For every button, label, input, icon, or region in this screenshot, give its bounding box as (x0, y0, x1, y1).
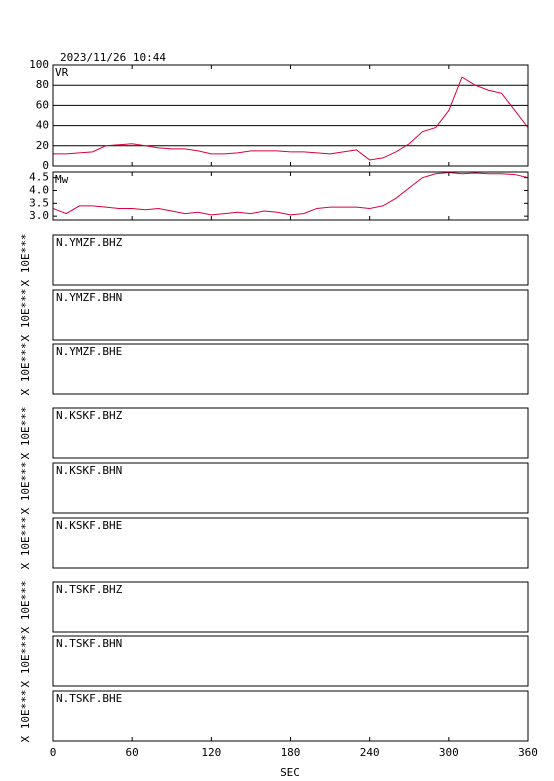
panel-label: N.TSKF.BHN (56, 637, 122, 650)
panel-label: VR (55, 66, 69, 79)
scale-label: X 10E*** (19, 343, 32, 396)
y-tick-label: 40 (36, 119, 49, 132)
y-tick-label: 0 (42, 159, 49, 172)
scale-label: X 10E*** (19, 462, 32, 515)
scale-label: X 10E*** (19, 407, 32, 460)
y-tick-label: 60 (36, 98, 49, 111)
y-tick-label: 3.5 (29, 196, 49, 209)
panel-frame (52, 635, 529, 687)
x-tick-label: 180 (281, 746, 301, 759)
y-tick-label: 4.5 (29, 171, 49, 184)
panel-frame (52, 462, 529, 514)
panel-frame (52, 234, 529, 286)
panel-label: N.KSKF.BHN (56, 464, 122, 477)
panel-label: N.YMZF.BHE (56, 345, 122, 358)
x-axis-title: SEC (280, 766, 300, 779)
panel-frame (52, 64, 529, 167)
scale-label: X 10E*** (19, 581, 32, 634)
y-tick-label: 3.0 (29, 209, 49, 222)
y-tick-label: 20 (36, 139, 49, 152)
y-tick-label: 100 (29, 58, 49, 71)
panel-frame (52, 289, 529, 341)
scale-label: X 10E*** (19, 234, 32, 287)
timestamp: 2023/11/26 10:44 (60, 51, 166, 64)
series-line (52, 172, 529, 216)
x-tick-label: 300 (439, 746, 459, 759)
y-tick-label: 80 (36, 78, 49, 91)
panel-frame (52, 517, 529, 569)
panel-frame (52, 407, 529, 459)
panel-label: N.TSKF.BHZ (56, 583, 123, 596)
x-tick-label: 0 (50, 746, 57, 759)
y-tick-label: 4.0 (29, 183, 49, 196)
scale-label: X 10E*** (19, 690, 32, 743)
x-tick-label: 360 (518, 746, 538, 759)
x-tick-label: 120 (201, 746, 221, 759)
x-tick-label: 60 (126, 746, 139, 759)
panel-frame (52, 171, 529, 221)
series-line (53, 76, 529, 161)
panel-frame (52, 690, 529, 742)
panel-frame (52, 581, 529, 633)
scale-label: X 10E*** (19, 517, 32, 570)
panel-label: Mw (55, 173, 69, 186)
panel-label: N.KSKF.BHE (56, 519, 122, 532)
panel-label: N.YMZF.BHZ (56, 236, 123, 249)
panel-label: N.TSKF.BHE (56, 692, 122, 705)
scale-label: X 10E*** (19, 635, 32, 688)
panel-label: N.YMZF.BHN (56, 291, 122, 304)
scale-label: X 10E*** (19, 289, 32, 342)
panel-frame (52, 343, 529, 395)
panel-label: N.KSKF.BHZ (56, 409, 123, 422)
x-tick-label: 240 (360, 746, 380, 759)
